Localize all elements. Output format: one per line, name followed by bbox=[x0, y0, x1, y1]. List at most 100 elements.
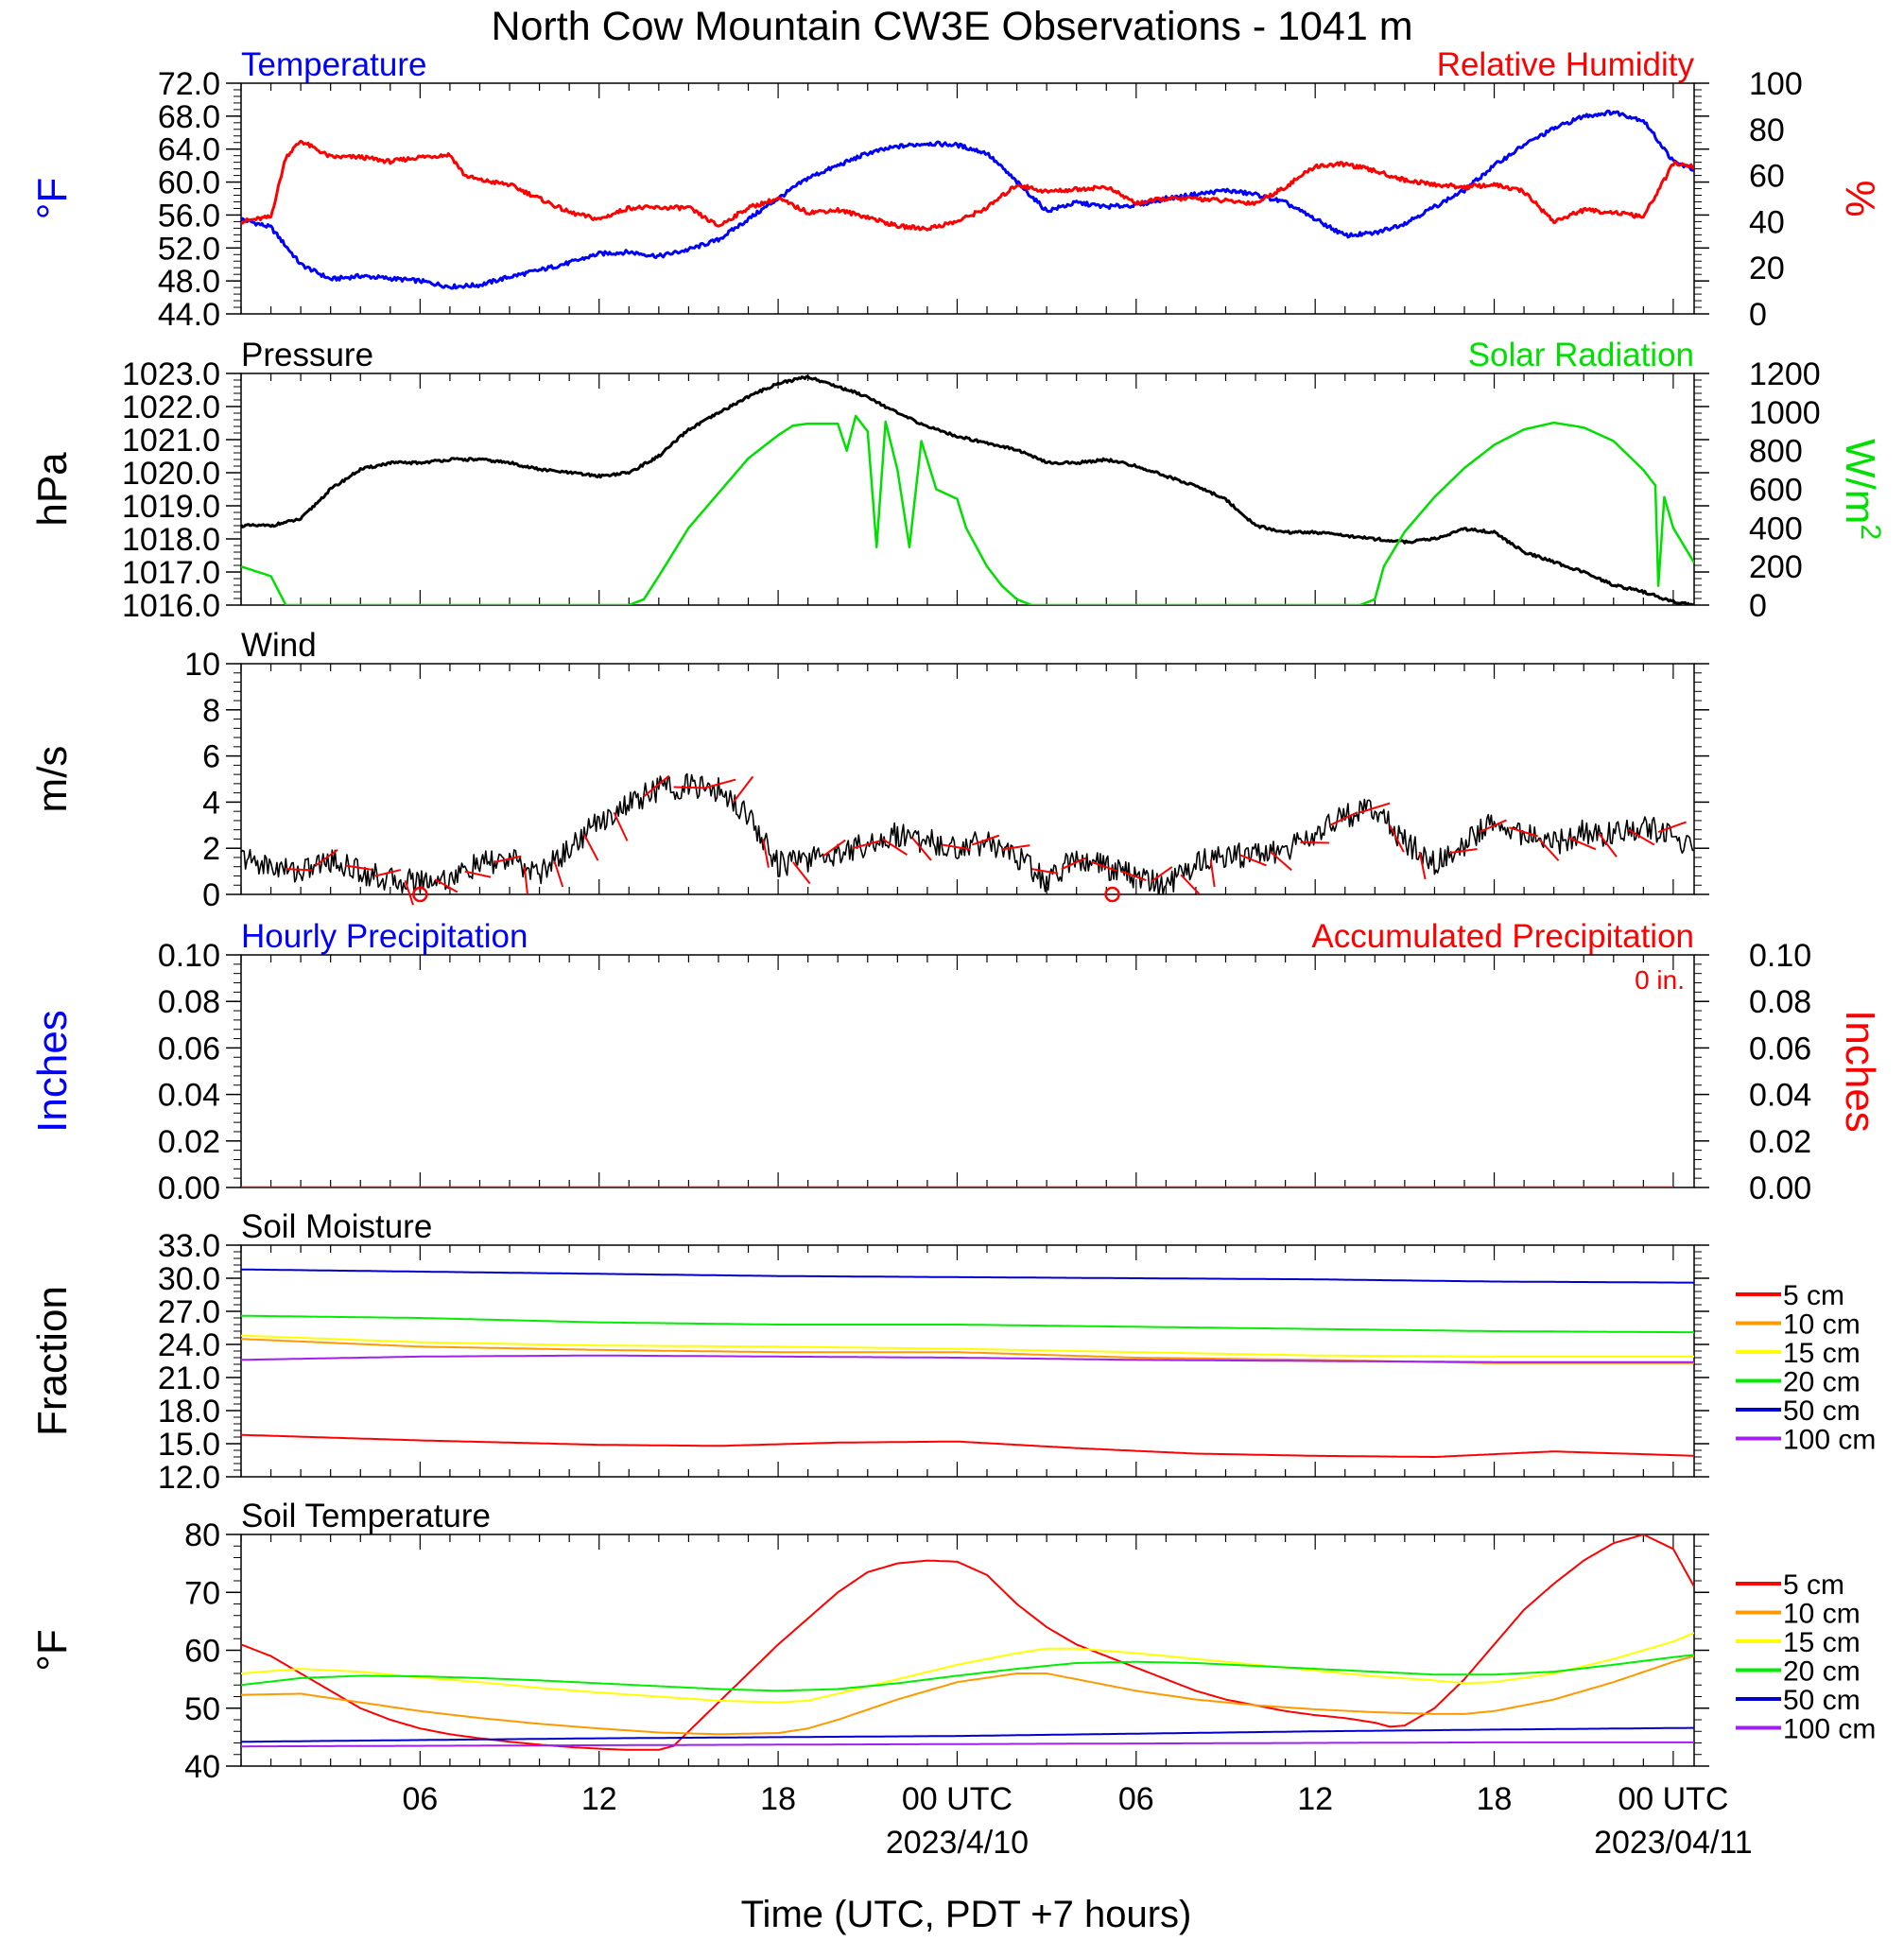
series-line-soil_moisture-3 bbox=[241, 1314, 1694, 1334]
y-axis-label-right-superscript: 2 bbox=[1856, 524, 1887, 540]
series-group bbox=[241, 1534, 1694, 1751]
figure-title: North Cow Mountain CW3E Observations - 1… bbox=[491, 4, 1412, 49]
y-tick-label-left: 30.0 bbox=[158, 1261, 220, 1297]
y-tick-label-right: 1200 bbox=[1749, 356, 1821, 392]
y-tick-label-left: 0.08 bbox=[158, 984, 220, 1020]
x-tick-label: 00 UTC bbox=[1618, 1781, 1728, 1817]
precip-total-annotation: 0 in. bbox=[1635, 965, 1685, 995]
panel-temp_rh: 72.068.064.060.056.052.048.044.0 100 80 60 4… bbox=[29, 46, 1883, 333]
wind-barb bbox=[1151, 866, 1173, 883]
wind-barb bbox=[1209, 859, 1216, 888]
wind-barb bbox=[1628, 828, 1655, 846]
y-tick-label-left: 1017.0 bbox=[122, 555, 220, 591]
y-tick-label-left: 1019.0 bbox=[122, 489, 220, 525]
wind-barb bbox=[643, 774, 670, 798]
y-tick-label-right: 80 bbox=[1749, 113, 1785, 148]
y-tick-label-left: 70 bbox=[184, 1575, 220, 1611]
wind-barb bbox=[583, 834, 599, 861]
y-tick-label-right: 0.08 bbox=[1749, 984, 1811, 1020]
series-group bbox=[241, 374, 1694, 605]
y-tick-label-left: 15.0 bbox=[158, 1427, 220, 1463]
y-tick-label-left: 1018.0 bbox=[122, 522, 220, 558]
y-tick-label-right: 0.00 bbox=[1749, 1170, 1811, 1206]
y-tick-label-left: 44.0 bbox=[158, 297, 220, 333]
y-tick-label-left: 60 bbox=[184, 1634, 220, 1670]
y-tick-label-left: 1021.0 bbox=[122, 423, 220, 459]
wind-calm-marker bbox=[1104, 886, 1120, 903]
series-line-temp_rh-0 bbox=[241, 109, 1694, 290]
legend-label: 15 cm bbox=[1783, 1338, 1861, 1369]
y-tick-label-left: 0.00 bbox=[158, 1170, 220, 1206]
wind-barb bbox=[673, 786, 707, 789]
panel-precip: 0.10 0.08 0.06 0.04 0.02 0.00 0.10 0.08 0.06 0.04… bbox=[29, 918, 1883, 1206]
wind-barb bbox=[315, 849, 338, 867]
series-line-soil_temperature-5 bbox=[241, 1741, 1694, 1748]
series-line-soil_temperature-0 bbox=[241, 1534, 1694, 1751]
wind-barb bbox=[494, 855, 522, 863]
legend-label: 50 cm bbox=[1783, 1685, 1861, 1716]
panel-title-right: Accumulated Precipitation bbox=[1311, 918, 1694, 955]
y-tick-label-right: 0.10 bbox=[1749, 938, 1811, 974]
series-line-soil_moisture-2 bbox=[241, 1334, 1694, 1358]
plot-frame bbox=[240, 1534, 1695, 1767]
y-axis-label-right: Inches bbox=[1837, 1010, 1883, 1133]
series-line-soil_moisture-0 bbox=[241, 1433, 1694, 1458]
plot-frame bbox=[240, 82, 1695, 315]
legend-label: 10 cm bbox=[1783, 1309, 1861, 1341]
panel-soil_moisture: 33.030.027.024.021.018.015.012.0 Soil Moi… bbox=[29, 1208, 1876, 1496]
plot-frame bbox=[240, 954, 1695, 1188]
legend-label: 15 cm bbox=[1783, 1627, 1861, 1658]
wind-barb bbox=[553, 860, 564, 888]
x-tick-label: 00 UTC bbox=[902, 1781, 1013, 1817]
y-tick-label-left: 1022.0 bbox=[122, 390, 220, 425]
series-line-soil_temperature-2 bbox=[241, 1632, 1694, 1704]
legend-label: 20 cm bbox=[1783, 1656, 1861, 1688]
wind-barb bbox=[1329, 811, 1359, 826]
y-tick-label-left: 72.0 bbox=[158, 66, 220, 102]
wind-barb bbox=[1091, 860, 1118, 873]
y-tick-label-left: 0.02 bbox=[158, 1124, 220, 1160]
y-tick-label-left: 1023.0 bbox=[122, 356, 220, 392]
y-tick-label-left: 0 bbox=[202, 877, 220, 913]
y-tick-label-left: 33.0 bbox=[158, 1228, 220, 1264]
y-axis-label-right: % bbox=[1837, 180, 1883, 217]
y-tick-label-left: 10 bbox=[184, 647, 220, 683]
y-tick-label-left: 1016.0 bbox=[122, 588, 220, 624]
wind-barb bbox=[852, 840, 881, 850]
panel-wind: 10 8 6 4 2 0 Wind m/s bbox=[29, 627, 1709, 913]
series-line-soil_temperature-1 bbox=[241, 1655, 1694, 1736]
x-tick-label: 12 bbox=[581, 1781, 617, 1817]
wind-barb bbox=[613, 811, 629, 841]
series-line-soil_moisture-5 bbox=[241, 1354, 1694, 1363]
y-tick-label-left: 0.10 bbox=[158, 938, 220, 974]
wind-barb bbox=[286, 868, 313, 872]
y-tick-label-right: 20 bbox=[1749, 251, 1785, 286]
series-group bbox=[241, 772, 1694, 894]
wind-barb bbox=[464, 870, 492, 878]
wind-barb bbox=[1509, 826, 1539, 838]
y-tick-label-right: 600 bbox=[1749, 473, 1803, 509]
series-group bbox=[241, 109, 1694, 290]
y-tick-label-left: 80 bbox=[184, 1517, 220, 1553]
x-tick-label: 18 bbox=[1477, 1781, 1513, 1817]
y-tick-label-left: 0.06 bbox=[158, 1031, 220, 1066]
panel-pressure_solar: 1023.01022.01021.01020.01019.01018.01017… bbox=[29, 337, 1887, 624]
y-tick-label-right: 0 bbox=[1749, 297, 1767, 333]
legend-label: 10 cm bbox=[1783, 1599, 1861, 1630]
panel-title-left: Pressure bbox=[241, 337, 373, 373]
panel-title-left: Soil Temperature bbox=[241, 1498, 491, 1534]
x-tick-label: 06 bbox=[402, 1781, 438, 1817]
y-tick-label-left: 40 bbox=[184, 1749, 220, 1785]
y-tick-label-left: 56.0 bbox=[158, 198, 220, 234]
series-line-temp_rh-1 bbox=[241, 139, 1694, 232]
wind-barb bbox=[1389, 824, 1405, 853]
wind-barb bbox=[434, 878, 459, 893]
y-axis-label-left: hPa bbox=[29, 452, 76, 527]
legend-label: 5 cm bbox=[1783, 1280, 1844, 1311]
y-tick-label-right: 0.02 bbox=[1749, 1124, 1811, 1160]
y-tick-label-left: 18.0 bbox=[158, 1394, 220, 1430]
y-tick-label-right: 40 bbox=[1749, 204, 1785, 240]
wind-barb bbox=[1239, 854, 1267, 867]
